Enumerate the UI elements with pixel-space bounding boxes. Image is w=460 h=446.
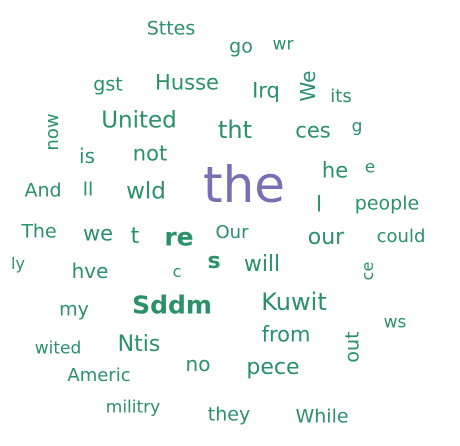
word: ly — [11, 254, 25, 273]
word: go — [229, 35, 253, 58]
word: tht — [217, 116, 253, 144]
word: now — [42, 113, 63, 151]
word: people — [354, 192, 420, 215]
word: no — [185, 352, 211, 376]
word: its — [330, 86, 352, 107]
word: We — [296, 70, 320, 102]
word: my — [59, 298, 89, 321]
word: our — [307, 225, 345, 250]
word: Our — [215, 222, 249, 243]
word: Sttes — [146, 17, 196, 40]
word: ll — [82, 178, 94, 201]
word: wited — [34, 338, 82, 359]
word: ce — [358, 261, 377, 281]
word: g — [351, 116, 363, 137]
word: wr — [272, 34, 294, 55]
word: hve — [71, 259, 109, 283]
word: United — [101, 107, 177, 134]
word: Ntis — [117, 332, 161, 357]
word: And — [24, 179, 62, 202]
word: Irq — [252, 78, 280, 103]
word: wld — [126, 178, 166, 205]
word: pece — [246, 355, 300, 380]
word: Kuwit — [261, 288, 327, 316]
word: they — [207, 403, 251, 426]
word-the-main: the — [202, 156, 286, 214]
word: Americ — [67, 365, 131, 386]
word: While — [295, 405, 349, 428]
word: ces — [295, 118, 331, 143]
word: could — [376, 226, 426, 247]
word: he — [321, 158, 349, 183]
word: gst — [93, 73, 123, 96]
word: we — [82, 221, 114, 246]
word: re — [164, 222, 194, 252]
word: from — [261, 322, 311, 347]
word: is — [79, 144, 95, 168]
word: militry — [105, 397, 161, 418]
word: out — [341, 331, 364, 363]
word: s — [207, 249, 221, 274]
word: e — [364, 157, 376, 178]
word: c — [172, 262, 182, 281]
word: t — [130, 224, 140, 249]
word: not — [132, 141, 168, 166]
word: Husse — [155, 70, 219, 95]
word: ws — [383, 312, 407, 333]
word: will — [243, 252, 281, 277]
word: l — [316, 192, 322, 217]
word: Sddm — [132, 290, 212, 320]
word: The — [21, 220, 57, 243]
